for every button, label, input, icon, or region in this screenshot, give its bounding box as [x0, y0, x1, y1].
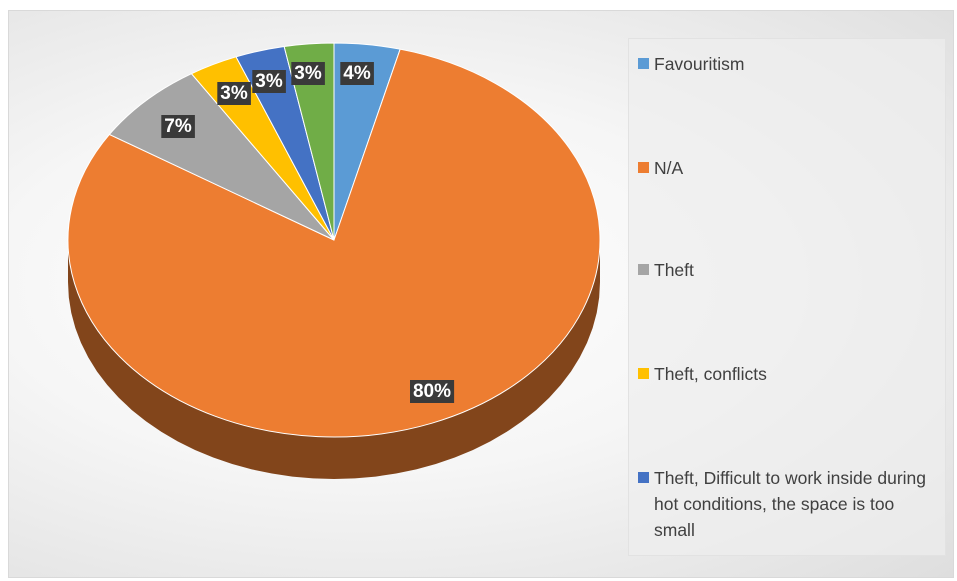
- data-label-5: 3%: [291, 62, 325, 85]
- data-label-4: 3%: [252, 70, 286, 93]
- legend: [628, 38, 946, 556]
- data-label-2: 7%: [161, 115, 195, 138]
- pie-top: [67, 42, 601, 438]
- pie-side-1: [68, 240, 600, 479]
- data-label-0: 4%: [340, 62, 374, 85]
- svg-text:4%: 4%: [343, 63, 371, 84]
- svg-text:80%: 80%: [413, 381, 451, 402]
- legend-item-theft: Theft: [638, 257, 938, 283]
- svg-text:3%: 3%: [255, 71, 283, 92]
- legend-item-theft-difficult: Theft, Difficult to work inside during h…: [638, 465, 938, 543]
- legend-swatch: [638, 264, 649, 275]
- pie-slice-5: [283, 42, 335, 241]
- legend-item-na: N/A: [638, 155, 938, 181]
- legend-item-theft-conflicts: Theft, conflicts: [638, 361, 938, 387]
- legend-label: Theft, Difficult to work inside during h…: [654, 468, 927, 540]
- svg-text:3%: 3%: [294, 63, 322, 84]
- pie-slice-1: [67, 48, 601, 438]
- legend-label: Theft, conflicts: [654, 364, 767, 384]
- legend-label: N/A: [654, 158, 684, 178]
- svg-text:7%: 7%: [164, 116, 192, 137]
- legend-label: Theft: [654, 260, 694, 280]
- pie-sides: [68, 240, 600, 479]
- data-label-1: 80%: [410, 380, 455, 403]
- pie-labels: 4% 80% 7% 3% 3% 3%: [161, 62, 455, 403]
- legend-swatch: [638, 472, 649, 483]
- legend-label: Favouritism: [654, 54, 745, 74]
- svg-text:3%: 3%: [220, 83, 248, 104]
- legend-item-favouritism: Favouritism: [638, 51, 938, 77]
- data-label-3: 3%: [217, 82, 251, 105]
- legend-swatch: [638, 162, 649, 173]
- legend-swatch: [638, 58, 649, 69]
- legend-swatch: [638, 368, 649, 379]
